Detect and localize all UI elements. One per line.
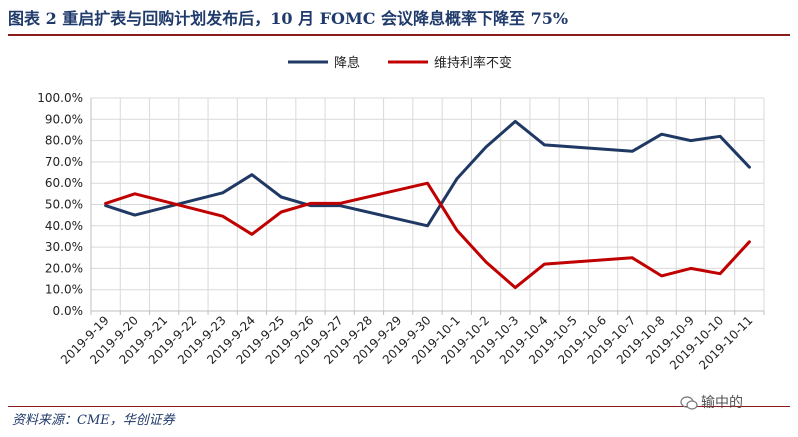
source-note: 资料来源：CME，华创证券 [12,413,175,428]
y-tick-label: 10.0% [45,283,83,297]
y-tick-labels: 0.0% 10.0% 20.0% 30.0% 40.0% 50.0% 60.0% 70.0% 8… [37,91,83,318]
source-divider [8,406,790,407]
y-tick-label: 50.0% [45,198,83,212]
grid-lines [91,97,765,311]
y-tick-label: 80.0% [45,134,83,148]
line-chart: 0.0% 10.0% 20.0% 30.0% 40.0% 50.0% 60.0% 70.0% 8… [37,55,765,372]
y-tick-label: 60.0% [45,176,83,190]
series-lines [104,119,751,290]
legend: 降息 维持利率不变 [288,55,512,71]
y-tick-label: 90.0% [45,112,83,126]
y-tick-label: 20.0% [45,261,83,275]
y-tick-label: 100.0% [37,91,83,105]
figure-title: 图表 2 重启扩表与回购计划发布后，10 月 FOMC 会议降息概率下降至 75… [8,9,569,28]
x-tick-labels: 2019-9-192019-9-202019-9-212019-9-222019… [58,313,756,372]
axes [90,98,765,315]
series-line-0 [104,119,751,228]
watermark: 输中的 [680,391,743,415]
y-tick-label: 40.0% [45,219,83,233]
title-divider [8,34,790,36]
watermark-text: 输中的 [701,395,743,411]
legend-label-1: 维持利率不变 [434,55,512,71]
y-tick-label: 0.0% [53,304,84,318]
series-line-1 [104,181,751,290]
wechat-icon [680,396,698,410]
legend-label-0: 降息 [334,55,360,71]
y-tick-label: 70.0% [45,155,83,169]
y-tick-label: 30.0% [45,240,83,254]
